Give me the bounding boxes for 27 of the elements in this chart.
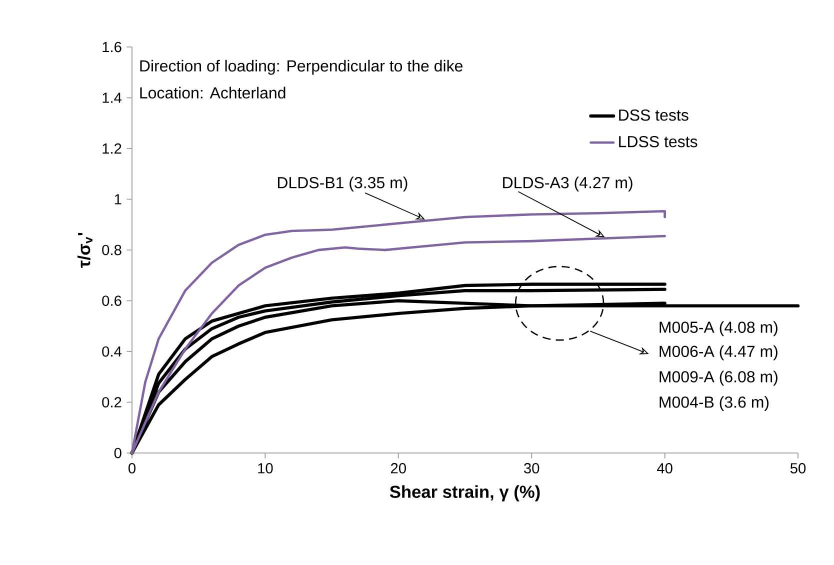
- annotation: M009-A (6.08 m): [660, 370, 778, 386]
- y-tick-label: 0: [114, 448, 122, 458]
- annotation: M006-A (4.47 m): [660, 345, 778, 360]
- y-tick-label: 1.2: [102, 143, 122, 154]
- annotation: M004-B (3.6 m): [660, 396, 769, 411]
- y-tick-label: 1: [114, 194, 122, 204]
- x-tick-label: 20: [390, 463, 406, 474]
- legend-label: LDSS tests: [619, 136, 698, 148]
- y-tick-label: 1.6: [102, 42, 122, 52]
- annotation: DLDS-B1 (3.35 m): [278, 176, 408, 192]
- y-tick-label: 0.6: [102, 296, 122, 306]
- x-tick-label: 30: [524, 463, 540, 474]
- annotation: DLDS-A3 (4.27 m): [503, 176, 632, 192]
- y-tick-label: 1.4: [102, 92, 122, 103]
- y-tick-label: 0.8: [102, 244, 122, 256]
- x-tick-label: 50: [790, 463, 806, 474]
- x-tick-label: 40: [656, 463, 672, 474]
- y-axis-title: τ/σ$_{v}$': [77, 232, 92, 268]
- annotation: M005-A (4.08 m): [660, 321, 778, 336]
- x-axis-title: Shear strain, γ (%): [390, 485, 540, 502]
- y-tick-label: 0.2: [102, 397, 122, 408]
- annotation: Direction of loading: Perpendicular to the dike: [140, 60, 462, 75]
- y-tick-label: 0.4: [102, 346, 122, 357]
- x-tick-label: 0: [128, 463, 136, 474]
- annotation: Location: Achterland: [140, 86, 286, 99]
- x-tick-label: 10: [258, 463, 273, 474]
- legend-label: DSS tests: [619, 109, 688, 121]
